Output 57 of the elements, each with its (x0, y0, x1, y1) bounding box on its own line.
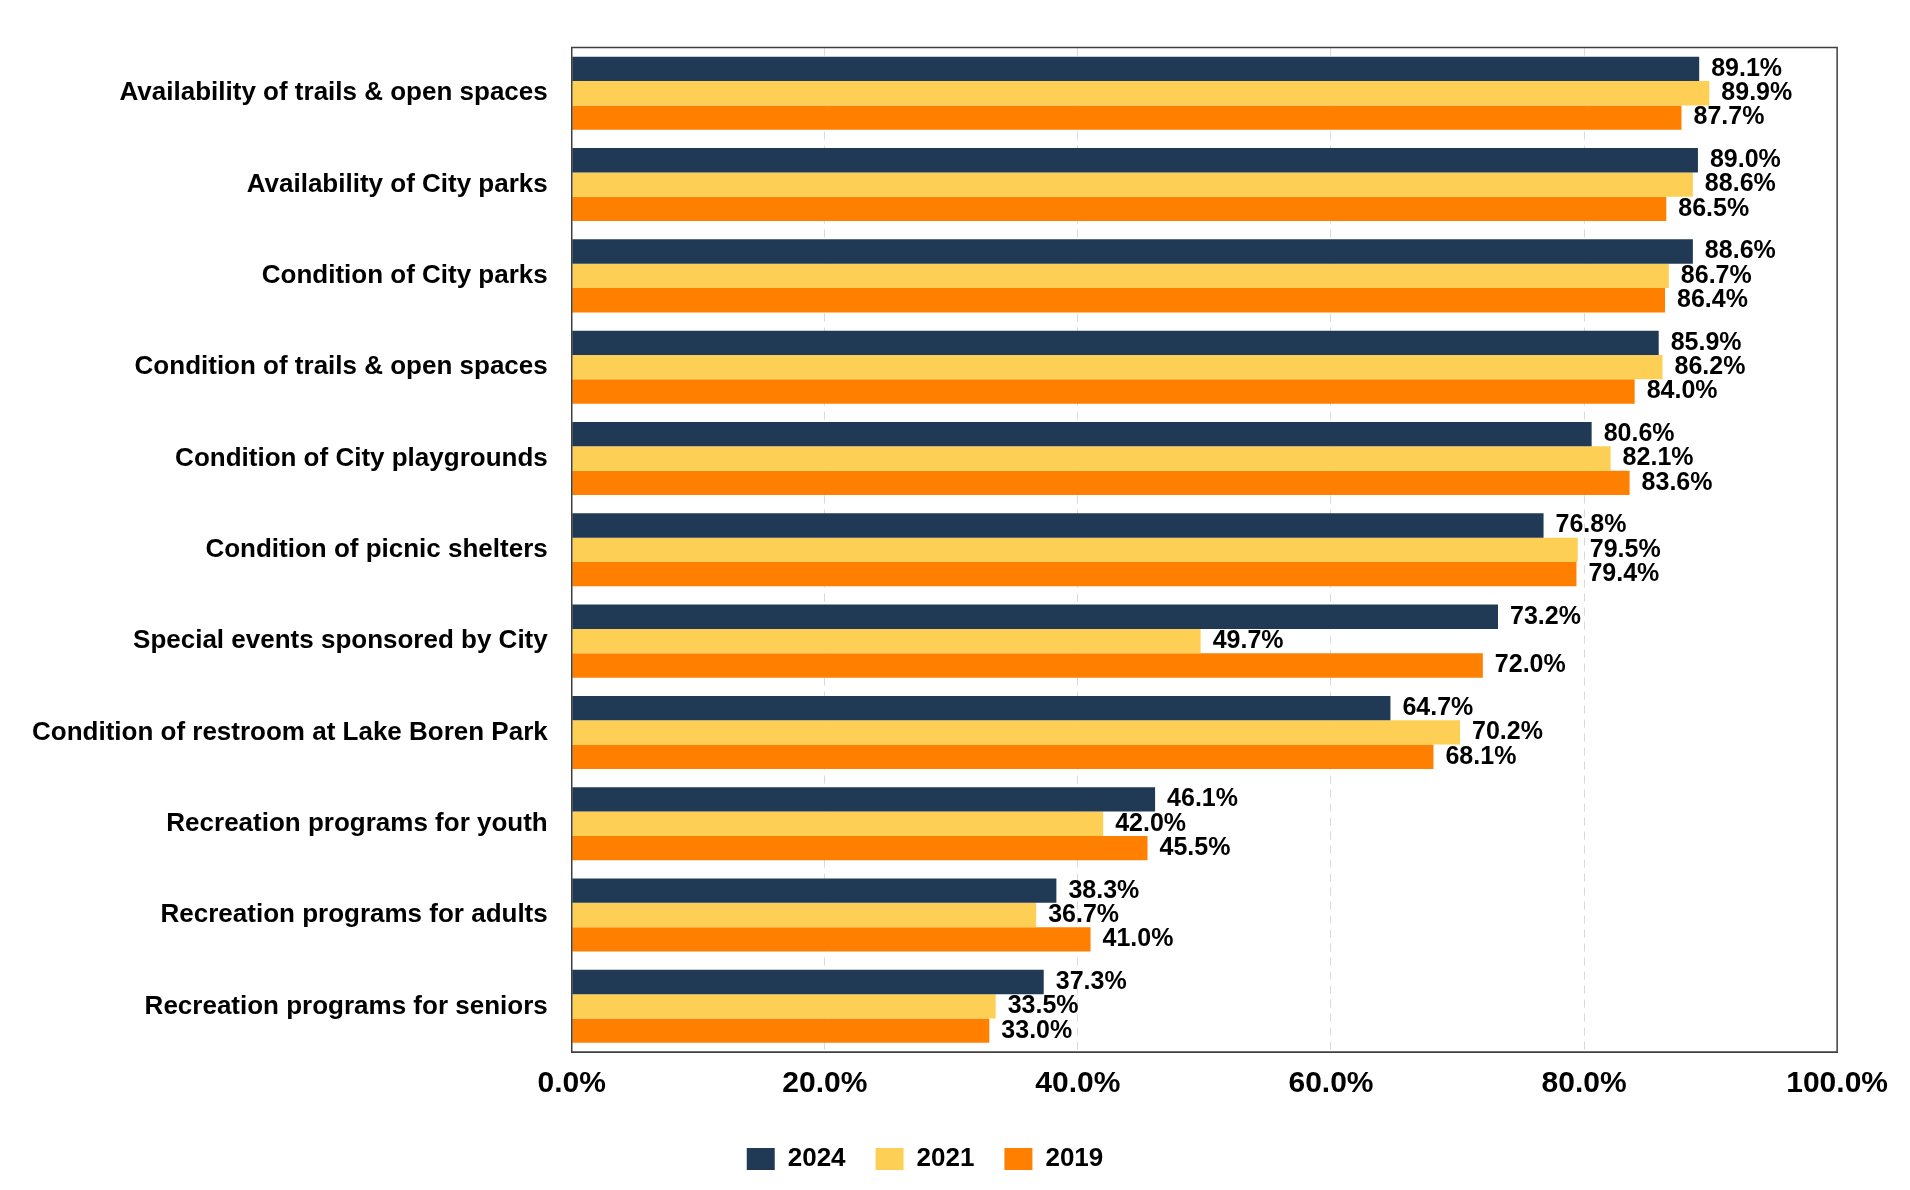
y-tick-label: Availability of City parks (246, 167, 548, 198)
x-tick-label: 0.0% (537, 1065, 606, 1099)
x-tick-label: 80.0% (1541, 1065, 1627, 1099)
bar (572, 653, 1483, 678)
bar (572, 835, 1148, 861)
y-tick-label: Availability of trails & open spaces (119, 76, 548, 107)
bar (572, 330, 1659, 356)
bar (572, 288, 1666, 313)
bar (572, 1018, 990, 1043)
y-tick-label: Special events sponsored by City (133, 624, 549, 655)
bar (572, 263, 1669, 289)
bar (572, 787, 1156, 812)
y-tick-label: Recreation programs for adults (160, 898, 548, 929)
bar (572, 902, 1037, 928)
y-tick-label: Recreation programs for seniors (144, 989, 548, 1020)
legend-label: 2019 (1045, 1142, 1104, 1173)
bar (572, 927, 1091, 952)
bar (572, 994, 996, 1019)
bar (572, 537, 1578, 562)
data-label: 72.0% (1494, 649, 1566, 678)
bar (572, 172, 1693, 197)
legend-label: 2021 (916, 1142, 975, 1173)
x-tick-label: 60.0% (1288, 1065, 1374, 1099)
bar (572, 105, 1682, 130)
data-label: 49.7% (1212, 625, 1284, 653)
bar (572, 421, 1592, 447)
y-tick-label: Condition of restroom at Lake Boren Park (32, 715, 549, 746)
y-tick-label: Condition of City playgrounds (175, 441, 548, 472)
legend-label: 2024 (787, 1142, 847, 1173)
data-label: 73.2% (1510, 600, 1581, 629)
bar (572, 561, 1577, 587)
bar (572, 470, 1630, 496)
bar (572, 379, 1635, 404)
bar (572, 446, 1611, 471)
bar (572, 604, 1498, 629)
bar (572, 811, 1104, 836)
bar (572, 196, 1667, 222)
x-tick-label: 100.0% (1786, 1065, 1888, 1099)
y-tick-label: Condition of picnic shelters (205, 532, 548, 563)
y-tick-label: Recreation programs for youth (166, 806, 548, 837)
bar (572, 355, 1663, 380)
bar (572, 513, 1544, 538)
bar (572, 695, 1391, 721)
data-label: 64.7% (1402, 691, 1474, 720)
bar (572, 239, 1693, 264)
bar (572, 148, 1698, 173)
bar (572, 720, 1461, 745)
bar (572, 878, 1057, 903)
bar (572, 969, 1044, 995)
y-tick-label: Condition of City parks (261, 259, 548, 290)
bar (572, 628, 1201, 654)
y-tick-label: Condition of trails & open spaces (134, 350, 548, 381)
bar (572, 744, 1434, 769)
bar (572, 56, 1700, 82)
x-tick-label: 20.0% (782, 1065, 868, 1099)
bar (572, 81, 1710, 106)
x-tick-label: 40.0% (1035, 1065, 1121, 1099)
